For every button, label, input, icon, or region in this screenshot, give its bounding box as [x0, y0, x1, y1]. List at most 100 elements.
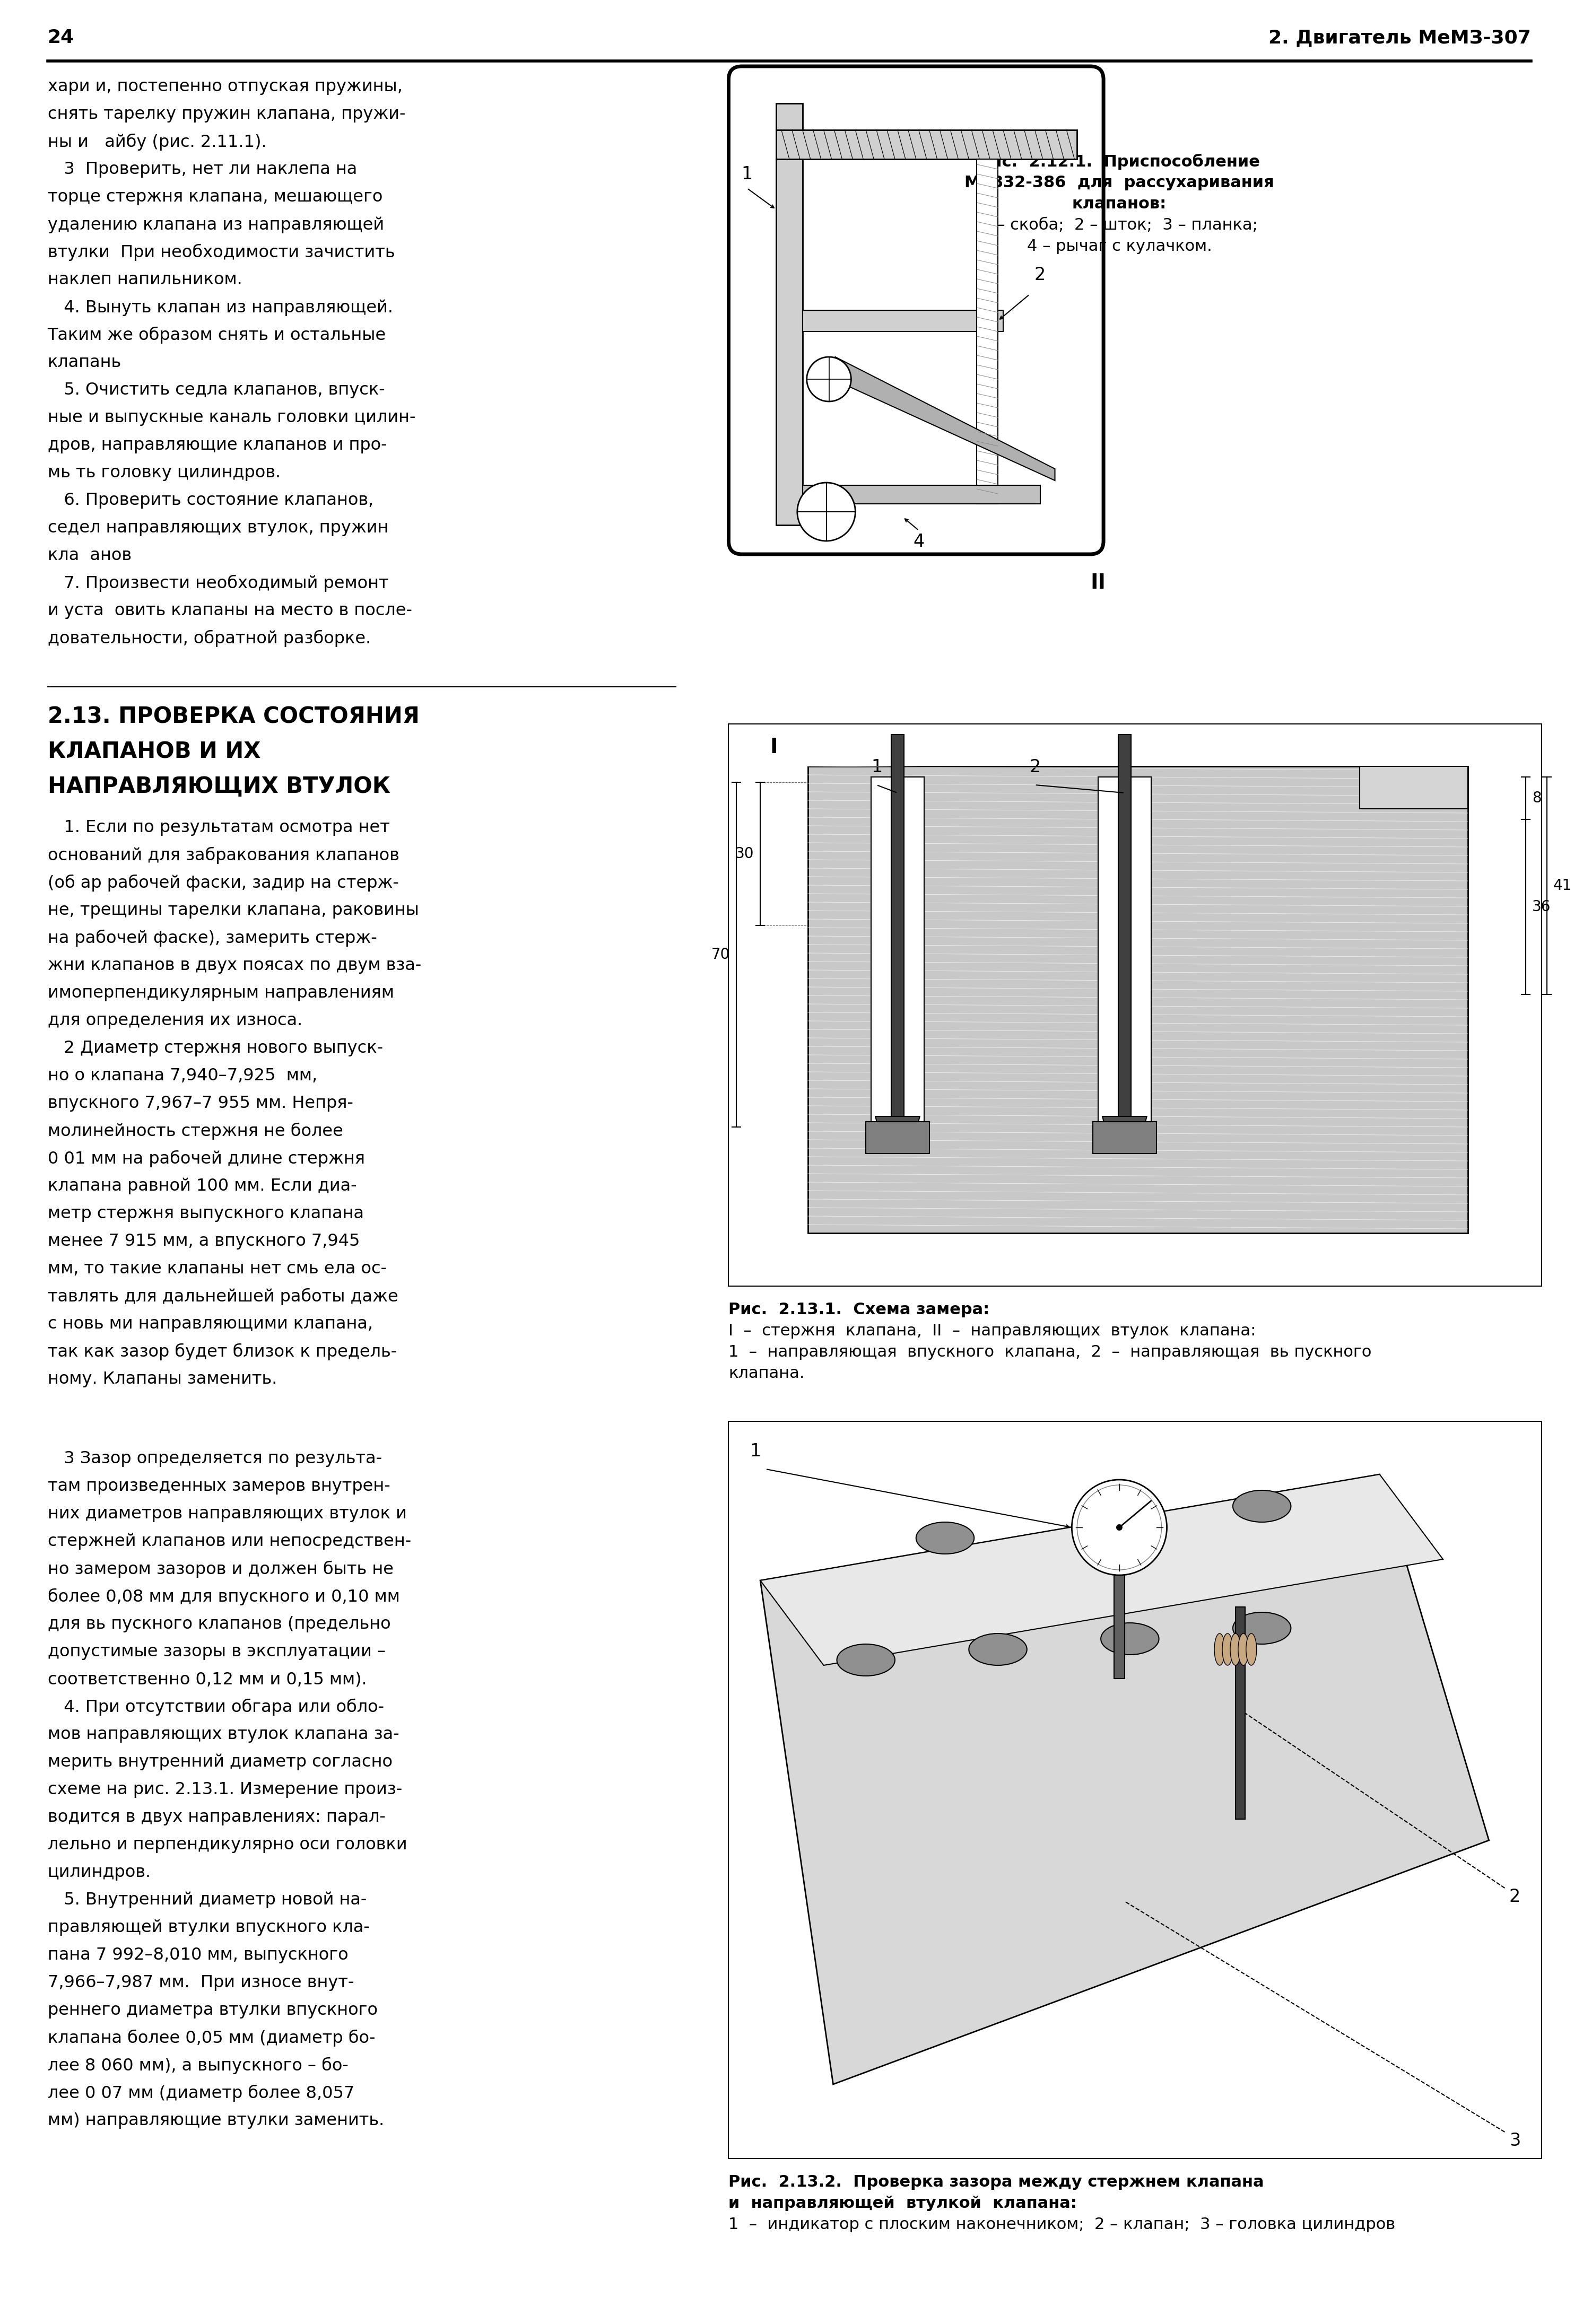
- Text: удалению клапана из направляющей: удалению клапана из направляющей: [47, 216, 385, 232]
- Text: тавлять для дальнейшей работы даже: тавлять для дальнейшей работы даже: [47, 1287, 397, 1306]
- Text: 30: 30: [735, 846, 754, 862]
- Text: имоперпендикулярным направлениям: имоперпендикулярным направлениям: [47, 985, 394, 1002]
- Text: I  –  стержня  клапана,  II  –  направляющих  втулок  клапана:: I – стержня клапана, II – направляющих в…: [728, 1322, 1257, 1339]
- Text: КЛАПАНОВ И ИХ: КЛАПАНОВ И ИХ: [47, 741, 261, 762]
- Text: лее 8 060 мм), а выпускного – бо-: лее 8 060 мм), а выпускного – бо-: [47, 2057, 348, 2075]
- Polygon shape: [760, 1473, 1490, 2085]
- Ellipse shape: [1214, 1634, 1225, 1666]
- Circle shape: [1116, 1525, 1122, 1532]
- Text: 4: 4: [913, 532, 924, 551]
- Text: не, трещины тарелки клапана, раковины: не, трещины тарелки клапана, раковины: [47, 902, 419, 918]
- Ellipse shape: [1246, 1634, 1257, 1666]
- Bar: [776, 158, 803, 525]
- Text: цилиндров.: цилиндров.: [47, 1864, 150, 1880]
- Text: 1  –  направляющая  впускного  клапана,  2  –  направляющая  вь пускного: 1 – направляющая впускного клапана, 2 – …: [728, 1346, 1372, 1360]
- Text: 2: 2: [1509, 1887, 1521, 1906]
- Text: клапана более 0,05 мм (диаметр бо-: клапана более 0,05 мм (диаметр бо-: [47, 2029, 375, 2047]
- Bar: [803, 311, 1004, 332]
- Text: клапана равной 100 мм. Если диа-: клапана равной 100 мм. Если диа-: [47, 1178, 356, 1195]
- Text: лее 0 07 мм (диаметр более 8,057: лее 0 07 мм (диаметр более 8,057: [47, 2085, 355, 2101]
- Bar: [866, 1122, 929, 1153]
- Bar: [1099, 776, 1151, 1139]
- Text: для вь пускного клапанов (предельно: для вь пускного клапанов (предельно: [47, 1615, 391, 1631]
- Polygon shape: [836, 358, 1054, 481]
- Text: правляющей втулки впускного кла-: правляющей втулки впускного кла-: [47, 1920, 369, 1936]
- Ellipse shape: [1238, 1634, 1249, 1666]
- Text: хари и, постепенно отпуская пружины,: хари и, постепенно отпуская пружины,: [47, 79, 402, 95]
- Ellipse shape: [837, 1643, 894, 1676]
- Text: 4. При отсутствии обгара или обло-: 4. При отсутствии обгара или обло-: [47, 1699, 385, 1715]
- Ellipse shape: [1222, 1634, 1233, 1666]
- Circle shape: [1072, 1480, 1167, 1576]
- Text: 6. Проверить состояние клапанов,: 6. Проверить состояние клапанов,: [47, 493, 374, 509]
- Circle shape: [1076, 1485, 1162, 1569]
- Text: и  направляющей  втулкой  клапана:: и направляющей втулкой клапана:: [728, 2196, 1076, 2210]
- Text: 2: 2: [1029, 758, 1042, 776]
- Text: М9832-386  для  рассухаривания: М9832-386 для рассухаривания: [964, 174, 1274, 191]
- Ellipse shape: [1100, 1622, 1159, 1655]
- Text: них диаметров направляющих втулок и: них диаметров направляющих втулок и: [47, 1506, 407, 1522]
- Text: 1: 1: [871, 758, 882, 776]
- Text: Рис.  2.13.2.  Проверка зазора между стержнем клапана: Рис. 2.13.2. Проверка зазора между стерж…: [728, 2175, 1265, 2189]
- Text: молинейность стержня не более: молинейность стержня не более: [47, 1122, 344, 1139]
- Bar: [728, 725, 1542, 1285]
- Text: снять тарелку пружин клапана, пружи-: снять тарелку пружин клапана, пружи-: [47, 107, 405, 123]
- Text: 5. Очистить седла клапанов, впуск-: 5. Очистить седла клапанов, впуск-: [47, 381, 385, 397]
- Text: кла  анов: кла анов: [47, 548, 131, 565]
- Bar: [807, 767, 1467, 1234]
- Bar: [1360, 767, 1467, 809]
- Text: мь ть головку цилиндров.: мь ть головку цилиндров.: [47, 465, 280, 481]
- Text: 41: 41: [1553, 878, 1572, 892]
- Text: 4. Вынуть клапан из направляющей.: 4. Вынуть клапан из направляющей.: [47, 300, 393, 316]
- Text: (об ар рабочей фаски, задир на стерж-: (об ар рабочей фаски, задир на стерж-: [47, 874, 399, 892]
- Text: соответственно 0,12 мм и 0,15 мм).: соответственно 0,12 мм и 0,15 мм).: [47, 1671, 367, 1687]
- Text: клапана.: клапана.: [728, 1367, 804, 1380]
- Text: 2 Диаметр стержня нового выпуск-: 2 Диаметр стержня нового выпуск-: [47, 1041, 383, 1057]
- Text: ному. Клапаны заменить.: ному. Клапаны заменить.: [47, 1371, 277, 1387]
- Text: 2.13. ПРОВЕРКА СОСТОЯНИЯ: 2.13. ПРОВЕРКА СОСТОЯНИЯ: [47, 706, 419, 727]
- Text: 24: 24: [47, 28, 74, 46]
- Text: Таким же образом снять и остальные: Таким же образом снять и остальные: [47, 328, 386, 344]
- Text: для определения их износа.: для определения их износа.: [47, 1013, 302, 1030]
- Text: 8: 8: [1532, 790, 1542, 806]
- Ellipse shape: [1230, 1634, 1241, 1666]
- Text: II: II: [1091, 572, 1107, 593]
- Text: 1 – скоба;  2 – шток;  3 – планка;: 1 – скоба; 2 – шток; 3 – планка;: [981, 218, 1257, 232]
- Text: но замером зазоров и должен быть не: но замером зазоров и должен быть не: [47, 1562, 394, 1578]
- Text: 70: 70: [711, 948, 730, 962]
- Bar: [1118, 734, 1130, 1116]
- Text: ны и   айбу (рис. 2.11.1).: ны и айбу (рис. 2.11.1).: [47, 135, 266, 151]
- Text: на рабочей фаске), замерить стерж-: на рабочей фаске), замерить стерж-: [47, 930, 377, 946]
- Text: допустимые зазоры в эксплуатации –: допустимые зазоры в эксплуатации –: [47, 1643, 385, 1659]
- Text: мм, то такие клапаны нет смь ела ос-: мм, то такие клапаны нет смь ела ос-: [47, 1260, 386, 1278]
- Text: впускного 7,967–7 955 мм. Непря-: впускного 7,967–7 955 мм. Непря-: [47, 1095, 353, 1111]
- Bar: [803, 486, 1040, 504]
- Polygon shape: [760, 1473, 1444, 1666]
- Bar: [891, 734, 904, 1116]
- Text: 0 01 мм на рабочей длине стержня: 0 01 мм на рабочей длине стержня: [47, 1150, 364, 1167]
- Text: клапанов:: клапанов:: [1072, 195, 1167, 211]
- Text: Рис.  2.13.1.  Схема замера:: Рис. 2.13.1. Схема замера:: [728, 1301, 989, 1318]
- Text: НАПРАВЛЯЮЩИХ ВТУЛОК: НАПРАВЛЯЮЩИХ ВТУЛОК: [47, 776, 389, 797]
- Text: мов направляющих втулок клапана за-: мов направляющих втулок клапана за-: [47, 1727, 399, 1743]
- Text: лельно и перпендикулярно оси головки: лельно и перпендикулярно оси головки: [47, 1836, 407, 1852]
- Text: более 0,08 мм для впускного и 0,10 мм: более 0,08 мм для впускного и 0,10 мм: [47, 1587, 399, 1606]
- Ellipse shape: [1233, 1613, 1290, 1643]
- FancyBboxPatch shape: [728, 67, 1103, 553]
- Text: жни клапанов в двух поясах по двум вза-: жни клапанов в двух поясах по двум вза-: [47, 957, 421, 974]
- Text: 3: 3: [1509, 2131, 1521, 2150]
- Bar: [871, 776, 924, 1139]
- Bar: [1235, 1606, 1244, 1820]
- Text: водится в двух направлениях: парал-: водится в двух направлениях: парал-: [47, 1808, 385, 1824]
- Text: довательности, обратной разборке.: довательности, обратной разборке.: [47, 630, 370, 646]
- Text: 4 – рычаг с кулачком.: 4 – рычаг с кулачком.: [1027, 239, 1213, 253]
- Bar: [728, 1422, 1542, 2159]
- Text: стержней клапанов или непосредствен-: стержней клапанов или непосредствен-: [47, 1534, 412, 1550]
- Text: втулки  При необходимости зачистить: втулки При необходимости зачистить: [47, 244, 394, 260]
- Text: 1. Если по результатам осмотра нет: 1. Если по результатам осмотра нет: [47, 820, 389, 837]
- Bar: [776, 105, 803, 130]
- Text: мерить внутренний диаметр согласно: мерить внутренний диаметр согласно: [47, 1755, 393, 1771]
- Ellipse shape: [917, 1522, 974, 1555]
- Text: 3 Зазор определяется по результа-: 3 Зазор определяется по результа-: [47, 1450, 382, 1466]
- Text: 7,966–7,987 мм.  При износе внут-: 7,966–7,987 мм. При износе внут-: [47, 1975, 355, 1992]
